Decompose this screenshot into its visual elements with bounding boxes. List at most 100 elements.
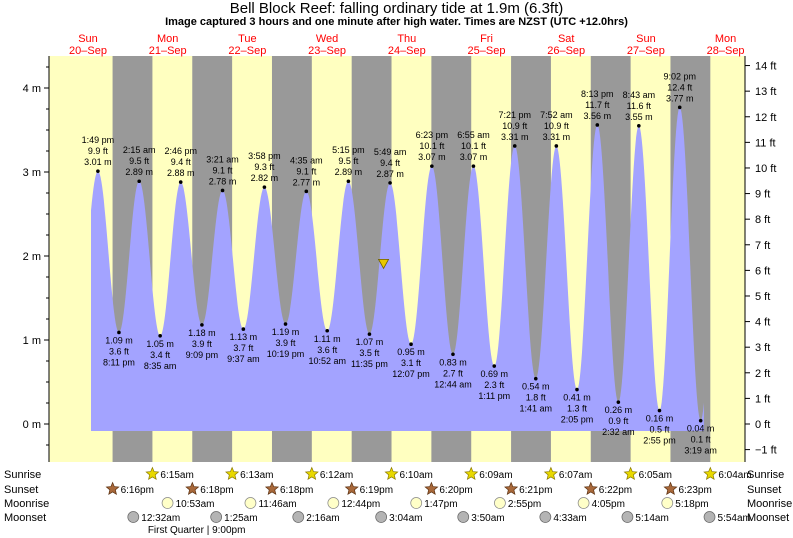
extremum-dot bbox=[200, 323, 204, 327]
right-tick-label: 1 ft bbox=[755, 393, 770, 405]
right-tick-label: 0 ft bbox=[755, 419, 770, 431]
high-tide-time: 8:43 am bbox=[623, 90, 656, 100]
moonset-time: 5:54am bbox=[718, 513, 751, 524]
low-tide-feet: 0.1 ft bbox=[691, 435, 712, 445]
high-tide-feet: 10.9 ft bbox=[502, 121, 528, 131]
day-of-week-label: Sun bbox=[636, 33, 656, 45]
sunrise-time: 6:12am bbox=[320, 470, 353, 481]
moonset-time: 1:25am bbox=[224, 513, 257, 524]
low-tide-time: 12:07 pm bbox=[392, 369, 430, 379]
moonrise-circle-icon bbox=[161, 497, 174, 509]
left-tick-label: 1 m bbox=[23, 335, 41, 347]
high-tide-meters: 2.77 m bbox=[293, 177, 321, 187]
extremum-dot bbox=[409, 342, 413, 347]
moonrise-circle-icon bbox=[577, 497, 590, 509]
low-tide-time: 8:11 pm bbox=[103, 357, 135, 367]
day-of-week-label: Wed bbox=[316, 33, 338, 45]
extremum-dot bbox=[96, 169, 100, 173]
current-tide-marker-icon bbox=[377, 258, 390, 270]
high-tide-feet: 9.5 ft bbox=[338, 156, 359, 166]
extremum-dot bbox=[575, 387, 579, 392]
day-of-week-label: Mon bbox=[157, 33, 178, 45]
right-tick-label: 13 ft bbox=[755, 86, 776, 98]
low-tide-feet: 0.9 ft bbox=[608, 416, 629, 426]
high-tide-feet: 11.7 ft bbox=[585, 100, 610, 110]
tide-area bbox=[91, 107, 704, 432]
extremum-dot bbox=[178, 180, 183, 184]
right-tick-label: 5 ft bbox=[755, 291, 770, 303]
high-tide-meters: 3.77 m bbox=[666, 93, 694, 103]
high-tide-meters: 3.01 m bbox=[84, 157, 112, 167]
low-tide-meters: 0.26 m bbox=[605, 405, 633, 415]
moonrise-circle-icon bbox=[661, 497, 674, 509]
high-tide-time: 2:15 am bbox=[123, 145, 156, 155]
extremum-dot bbox=[616, 400, 621, 404]
extremum-dot bbox=[137, 179, 141, 184]
moonset-time: 4:33am bbox=[553, 513, 586, 524]
low-tide-feet: 3.6 ft bbox=[317, 345, 338, 355]
sunset-time: 6:18pm bbox=[280, 485, 313, 496]
low-tide-time: 1:11 pm bbox=[478, 391, 510, 401]
moonrise-time: 10:53am bbox=[176, 499, 215, 510]
sunset-star-icon bbox=[424, 481, 439, 496]
right-tick-label: 10 ft bbox=[755, 163, 776, 175]
extremum-dot bbox=[304, 189, 309, 194]
high-tide-time: 7:21 pm bbox=[498, 110, 531, 120]
low-tide-time: 10:52 am bbox=[308, 356, 346, 366]
low-tide-time: 11:35 pm bbox=[351, 359, 388, 369]
sunrise-time: 6:09am bbox=[479, 470, 512, 481]
moonset-circle-icon bbox=[703, 511, 716, 523]
low-tide-meters: 0.04 m bbox=[687, 424, 715, 434]
low-tide-meters: 0.95 m bbox=[397, 347, 425, 357]
low-tide-time: 1:41 am bbox=[520, 404, 553, 414]
high-tide-meters: 3.07 m bbox=[460, 152, 488, 162]
low-tide-meters: 1.09 m bbox=[105, 335, 133, 345]
date-label: 26–Sep bbox=[547, 45, 585, 57]
moonrise-circle-icon bbox=[327, 497, 340, 509]
moonrise-time: 12:44pm bbox=[341, 499, 380, 510]
chart-title: Bell Block Reef: falling ordinary tide a… bbox=[229, 0, 564, 17]
sunset-star-icon bbox=[344, 481, 359, 496]
sunset-time: 6:21pm bbox=[519, 485, 552, 496]
sunrise-star-icon bbox=[304, 466, 319, 481]
right-tick-label: 9 ft bbox=[755, 189, 770, 201]
high-tide-time: 4:35 am bbox=[290, 155, 323, 165]
high-tide-time: 5:15 pm bbox=[332, 145, 365, 155]
left-tick-label: 0 m bbox=[23, 419, 41, 431]
right-tick-label: 6 ft bbox=[755, 265, 770, 277]
extremum-dot bbox=[471, 164, 476, 168]
moonrise-circle-icon bbox=[244, 497, 257, 509]
extremum-dot bbox=[595, 123, 600, 127]
moonrise-time: 5:18pm bbox=[675, 499, 708, 510]
sunrise-time: 6:04am bbox=[718, 470, 751, 481]
sunrise-time: 6:13am bbox=[240, 470, 273, 481]
low-tide-time: 12:44 am bbox=[434, 379, 472, 389]
sunset-row-label-left: Sunset bbox=[4, 484, 38, 496]
date-label: 24–Sep bbox=[388, 45, 426, 57]
day-of-week-label: Sat bbox=[558, 33, 575, 45]
high-tide-feet: 9.3 ft bbox=[254, 162, 275, 172]
day-of-week-label: Mon bbox=[715, 33, 736, 45]
extremum-dot bbox=[346, 179, 351, 184]
low-tide-meters: 0.69 m bbox=[480, 369, 508, 379]
low-tide-feet: 3.9 ft bbox=[192, 339, 213, 349]
sun-moon-rows: Sunrise Sunrise 6:15am 6:13am 6:12am 6:10am 6:… bbox=[4, 466, 792, 536]
sunrise-time: 6:15am bbox=[160, 470, 193, 481]
low-tide-meters: 1.18 m bbox=[188, 328, 216, 338]
right-tick-label: 14 ft bbox=[755, 61, 776, 73]
moonset-circle-icon bbox=[210, 511, 223, 523]
high-tide-meters: 2.89 m bbox=[125, 167, 153, 177]
left-tick-label: 4 m bbox=[23, 83, 41, 95]
high-tide-meters: 3.56 m bbox=[584, 111, 612, 121]
high-tide-feet: 11.6 ft bbox=[627, 101, 652, 111]
sunset-time: 6:18pm bbox=[200, 485, 233, 496]
moonrise-row-label-left: Moonrise bbox=[4, 498, 49, 510]
low-tide-feet: 3.9 ft bbox=[276, 338, 297, 348]
high-tide-time: 3:58 pm bbox=[248, 151, 281, 161]
extremum-dot bbox=[325, 328, 330, 333]
high-tide-time: 2:46 pm bbox=[164, 146, 197, 156]
moonset-circle-icon bbox=[292, 511, 305, 523]
high-tide-meters: 2.89 m bbox=[335, 167, 363, 177]
right-tick-label: 3 ft bbox=[755, 342, 770, 354]
high-tide-time: 1:49 pm bbox=[82, 135, 115, 145]
